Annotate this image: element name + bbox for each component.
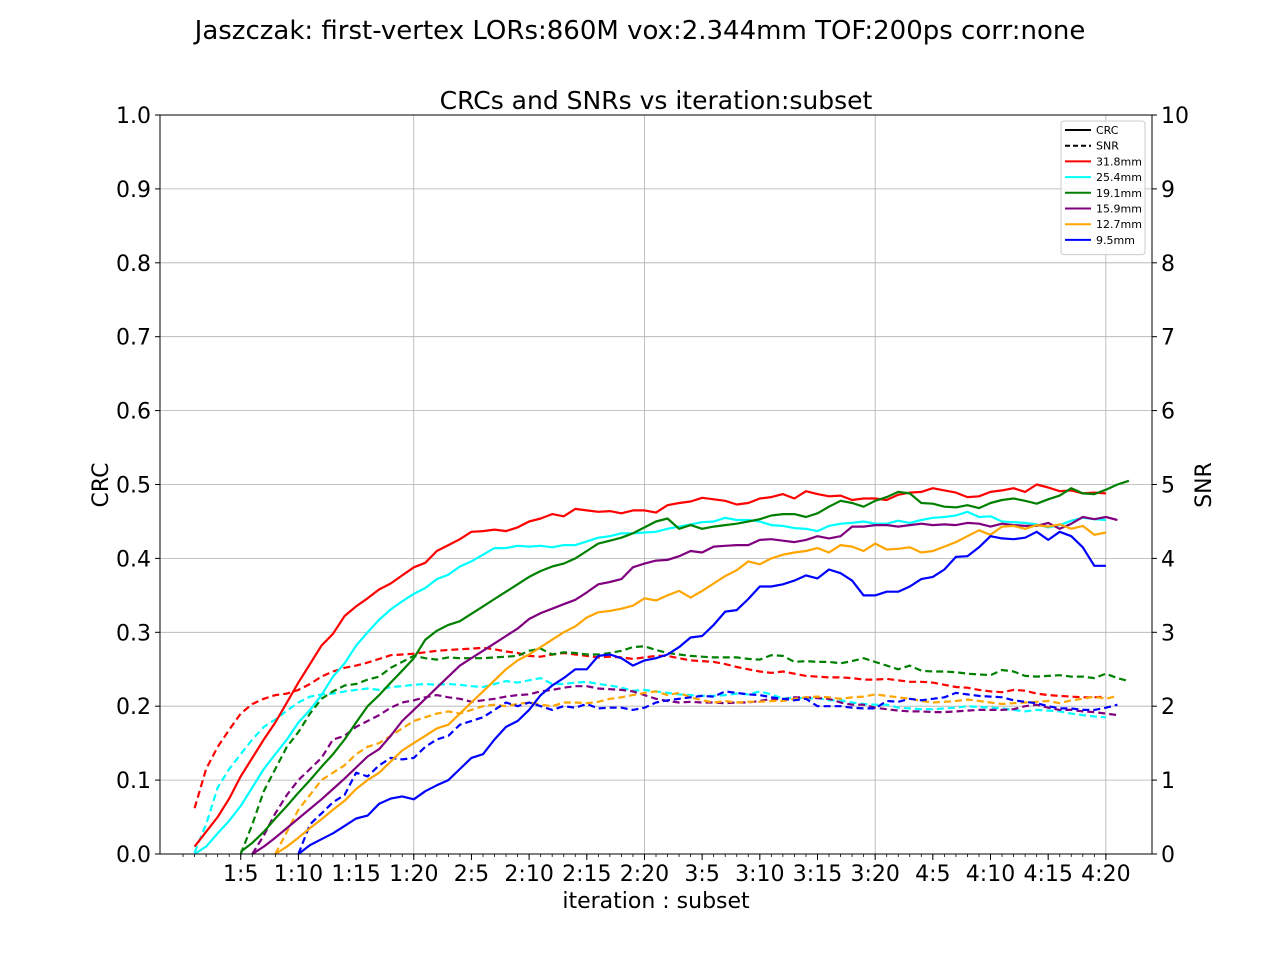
y-tick-left-label: 1.0 [116, 104, 151, 129]
x-tick-label: 4:10 [966, 862, 1015, 887]
snr-line-31-8mm [193, 646, 1106, 809]
legend-label: CRC [1096, 124, 1119, 137]
x-tick-label: 2:15 [562, 862, 611, 887]
crc-line-9-5mm [297, 530, 1106, 855]
snr-line-19-1mm [239, 645, 1130, 855]
x-tick-label: 2:5 [454, 862, 489, 887]
y-axis-right-label: SNR [1192, 462, 1217, 508]
y-axis-left-label: CRC [89, 463, 114, 508]
series-layer [193, 479, 1130, 855]
x-tick-label: 3:10 [735, 862, 784, 887]
grid-lines [160, 114, 1152, 855]
x-tick-label: 3:5 [684, 862, 719, 887]
x-tick-label: 3:20 [850, 862, 899, 887]
legend-label: SNR [1096, 140, 1119, 153]
legend-label: 9.5mm [1096, 234, 1135, 247]
legend-label: 25.4mm [1096, 171, 1142, 184]
crc-line-31-8mm [193, 483, 1106, 848]
y-tick-left-label: 0.5 [116, 474, 151, 499]
y-tick-left-label: 0.6 [116, 400, 151, 425]
x-tick-label: 4:15 [1023, 862, 1072, 887]
x-tick-label: 2:10 [504, 862, 553, 887]
y-tick-left-label: 0.0 [116, 843, 151, 868]
y-tick-right-label: 4 [1161, 547, 1175, 572]
y-tick-right-label: 9 [1161, 178, 1175, 203]
y-tick-right-label: 5 [1161, 474, 1175, 499]
snr-line-25-4mm [193, 677, 1106, 853]
y-tick-left-label: 0.1 [116, 769, 151, 794]
y-tick-left-label: 0.3 [116, 621, 151, 646]
y-tick-right-label: 6 [1161, 400, 1175, 425]
x-tick-label: 1:20 [389, 862, 438, 887]
x-axis-label: iteration : subset [562, 889, 750, 914]
snr-line-9-5mm [297, 690, 1118, 855]
legend-label: 19.1mm [1096, 187, 1142, 200]
x-tick-label: 4:20 [1081, 862, 1130, 887]
y-tick-left-label: 0.7 [116, 326, 151, 351]
axis-ticks: 0.0 0.1 0.2 0.3 0.4 0.5 0.6 0.7 0.8 0.9 1.0 0 1 2 3 4 5 6… [116, 104, 1189, 887]
x-tick-label: 1:10 [274, 862, 323, 887]
y-tick-right-label: 8 [1161, 252, 1175, 277]
y-tick-left-label: 0.9 [116, 178, 151, 203]
crc-line-19-1mm [240, 479, 1130, 853]
y-tick-right-label: 0 [1161, 843, 1175, 868]
y-tick-right-label: 2 [1161, 695, 1175, 720]
legend-label: 12.7mm [1096, 218, 1142, 231]
y-tick-right-label: 10 [1161, 104, 1189, 129]
snr-line-15-9mm [251, 685, 1118, 855]
y-tick-left-label: 0.4 [116, 547, 151, 572]
x-tick-label: 1:5 [223, 862, 258, 887]
x-tick-label: 3:15 [793, 862, 842, 887]
x-tick-label: 1:15 [331, 862, 380, 887]
y-tick-left-label: 0.2 [116, 695, 151, 720]
x-tick-label: 2:20 [620, 862, 669, 887]
figure-suptitle: Jaszczak: first-vertex LORs:860M vox:2.3… [193, 16, 1086, 46]
crc-line-12-7mm [274, 523, 1107, 855]
snr-line-12-7mm [274, 690, 1118, 855]
legend-label: 31.8mm [1096, 155, 1142, 168]
crc-line-25-4mm [194, 510, 1106, 855]
y-tick-left-label: 0.8 [116, 252, 151, 277]
legend-box [1060, 120, 1146, 256]
legend-label: 15.9mm [1096, 203, 1142, 216]
crc-line-15-9mm [251, 515, 1118, 855]
y-tick-right-label: 1 [1161, 769, 1175, 794]
legend: CRC SNR 31.8mm 25.4mm 19.1mm 15.9mm 12.7mm 9.5m… [1060, 120, 1146, 256]
x-tick-label: 4:5 [915, 862, 950, 887]
chart-title: CRCs and SNRs vs iteration:subset [440, 86, 873, 115]
y-tick-right-label: 3 [1161, 621, 1175, 646]
y-tick-right-label: 7 [1161, 326, 1175, 351]
